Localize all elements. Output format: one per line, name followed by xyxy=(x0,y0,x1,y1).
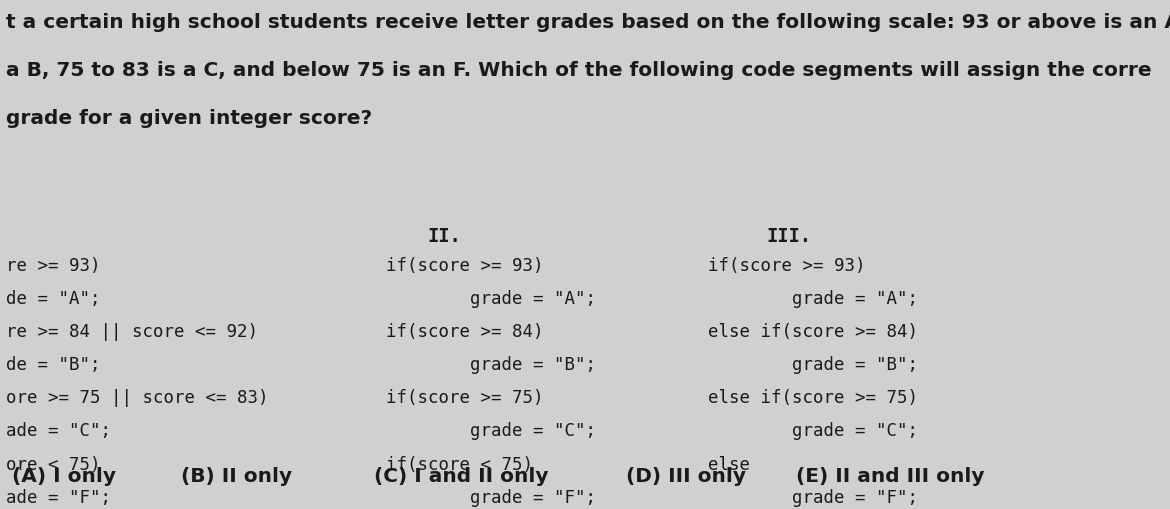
Text: re >= 93): re >= 93) xyxy=(6,257,101,275)
Text: grade = "B";: grade = "B"; xyxy=(708,356,917,374)
Text: a B, 75 to 83 is a C, and below 75 is an F. Which of the following code segments: a B, 75 to 83 is a C, and below 75 is an… xyxy=(6,61,1151,80)
Text: grade for a given integer score?: grade for a given integer score? xyxy=(6,109,372,128)
Text: if(score >= 93): if(score >= 93) xyxy=(386,257,544,275)
Text: else: else xyxy=(708,456,750,473)
Text: if(score >= 84): if(score >= 84) xyxy=(386,323,544,341)
Text: re >= 84 || score <= 92): re >= 84 || score <= 92) xyxy=(6,323,257,341)
Text: t a certain high school students receive letter grades based on the following sc: t a certain high school students receive… xyxy=(6,13,1170,32)
Text: de = "B";: de = "B"; xyxy=(6,356,101,374)
Text: (A) I only: (A) I only xyxy=(12,467,116,486)
Text: ore >= 75 || score <= 83): ore >= 75 || score <= 83) xyxy=(6,389,268,407)
Text: de = "A";: de = "A"; xyxy=(6,290,101,308)
Text: grade = "C";: grade = "C"; xyxy=(386,422,596,440)
Text: grade = "A";: grade = "A"; xyxy=(708,290,917,308)
Text: (C) I and II only: (C) I and II only xyxy=(374,467,549,486)
Text: grade = "C";: grade = "C"; xyxy=(708,422,917,440)
Text: grade = "A";: grade = "A"; xyxy=(386,290,596,308)
Text: III.: III. xyxy=(766,227,811,245)
Text: (E) II and III only: (E) II and III only xyxy=(796,467,984,486)
Text: ore < 75): ore < 75) xyxy=(6,456,101,473)
Text: ade = "F";: ade = "F"; xyxy=(6,489,111,506)
Text: else if(score >= 84): else if(score >= 84) xyxy=(708,323,917,341)
Text: grade = "F";: grade = "F"; xyxy=(386,489,596,506)
Text: II.: II. xyxy=(427,227,461,245)
Text: grade = "F";: grade = "F"; xyxy=(708,489,917,506)
Text: else if(score >= 75): else if(score >= 75) xyxy=(708,389,917,407)
Text: if(score < 75): if(score < 75) xyxy=(386,456,534,473)
Text: ade = "C";: ade = "C"; xyxy=(6,422,111,440)
Text: if(score >= 75): if(score >= 75) xyxy=(386,389,544,407)
Text: (B) II only: (B) II only xyxy=(181,467,292,486)
Text: grade = "B";: grade = "B"; xyxy=(386,356,596,374)
Text: if(score >= 93): if(score >= 93) xyxy=(708,257,866,275)
Text: (D) III only: (D) III only xyxy=(626,467,746,486)
